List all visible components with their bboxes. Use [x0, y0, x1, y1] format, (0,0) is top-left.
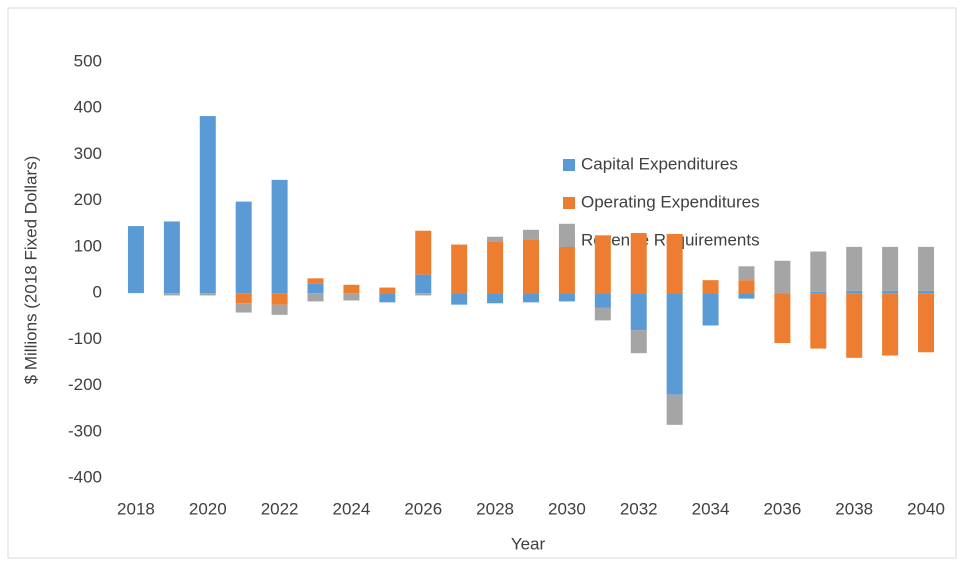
- bar-segment: [235, 303, 252, 313]
- y-tick-label: -300: [68, 421, 102, 440]
- bar-segment: [846, 293, 863, 358]
- bar-segment: [487, 236, 504, 242]
- bar-segment: [882, 246, 899, 291]
- bar-segment: [343, 284, 360, 294]
- y-tick-label: -200: [68, 375, 102, 394]
- bar-segment: [702, 293, 719, 326]
- x-axis-title: Year: [511, 534, 546, 553]
- bar-segment: [630, 330, 647, 354]
- bar-segment: [810, 251, 827, 292]
- bar-segment: [271, 293, 288, 305]
- bar-segment: [271, 304, 288, 315]
- bar-segment: [630, 233, 647, 294]
- bar-segment: [738, 293, 755, 299]
- bar-segment: [846, 290, 863, 294]
- x-tick-label: 2034: [692, 499, 730, 518]
- x-tick-label: 2030: [548, 499, 586, 518]
- y-tick-label: 100: [74, 236, 102, 255]
- y-tick-label: 0: [93, 283, 102, 302]
- y-tick-label: 200: [74, 190, 102, 209]
- y-tick-label: 300: [74, 144, 102, 163]
- x-tick-label: 2022: [261, 499, 299, 518]
- bar-segment: [415, 230, 432, 275]
- bar-segment: [235, 201, 252, 294]
- bar-segment: [199, 116, 216, 294]
- bar-segment: [558, 293, 575, 302]
- legend-swatch: [563, 159, 575, 171]
- bar-segment: [523, 293, 539, 303]
- bar-segment: [343, 293, 360, 301]
- bar-segment: [558, 246, 575, 294]
- bar-segment: [882, 290, 899, 294]
- y-tick-label: -100: [68, 329, 102, 348]
- bar-segment: [307, 278, 324, 284]
- bar-segment: [918, 246, 935, 291]
- bar-segment: [415, 274, 432, 294]
- bar-segment: [558, 223, 575, 247]
- bar-segment: [594, 293, 611, 308]
- bar-segment: [810, 291, 827, 294]
- y-tick-label: 400: [74, 98, 102, 117]
- x-tick-label: 2038: [835, 499, 873, 518]
- bar-segment: [918, 290, 935, 294]
- y-tick-label: 500: [74, 51, 102, 70]
- legend-label: Operating Expenditures: [581, 192, 760, 211]
- legend-swatch: [563, 197, 575, 209]
- x-tick-label: 2028: [476, 499, 514, 518]
- bar-segment: [774, 260, 791, 294]
- bar-segment: [307, 283, 324, 294]
- x-tick-label: 2018: [117, 499, 155, 518]
- bar-segment: [523, 239, 539, 294]
- x-tick-label: 2040: [907, 499, 945, 518]
- bar-segment: [702, 280, 719, 294]
- bar-segment: [451, 293, 468, 305]
- bar-segment: [127, 226, 144, 294]
- x-tick-label: 2036: [763, 499, 801, 518]
- bar-segment: [271, 179, 288, 294]
- bar-segment: [451, 244, 468, 294]
- bar-segment: [163, 293, 180, 296]
- bar-segment: [487, 293, 504, 304]
- y-axis-title: $ Millions (2018 Fixed Dollars): [21, 156, 40, 385]
- bar-segment: [738, 266, 755, 281]
- x-tick-label: 2020: [189, 499, 227, 518]
- bar-segment: [666, 394, 683, 425]
- bar-segment: [235, 293, 252, 304]
- bar-segment: [307, 293, 324, 302]
- legend: Capital Expenditures Operating Expenditur…: [563, 154, 760, 249]
- x-tick-label: 2024: [333, 499, 371, 518]
- bar-segment: [882, 293, 899, 356]
- bar-segment: [199, 293, 216, 296]
- bar-segment: [594, 307, 611, 321]
- bar-segment: [666, 293, 683, 395]
- bar-segment: [666, 233, 683, 294]
- x-tick-label: 2032: [620, 499, 658, 518]
- bar-segment: [630, 293, 647, 331]
- bar-segment: [810, 293, 827, 349]
- bar-segment: [918, 293, 935, 353]
- bar-segment: [163, 221, 180, 294]
- x-tick-label: 2026: [404, 499, 442, 518]
- bar-segment: [379, 287, 396, 294]
- bar-segment: [594, 235, 611, 294]
- bar-segment: [379, 293, 396, 303]
- bar-segment: [774, 293, 791, 344]
- y-tick-label: -400: [68, 467, 102, 486]
- legend-label: Capital Expenditures: [581, 154, 738, 173]
- bar-segment: [487, 241, 504, 294]
- bar-segment: [846, 246, 863, 291]
- bar-segment: [523, 229, 539, 240]
- bar-segment: [415, 293, 432, 296]
- bar-segment: [738, 280, 755, 294]
